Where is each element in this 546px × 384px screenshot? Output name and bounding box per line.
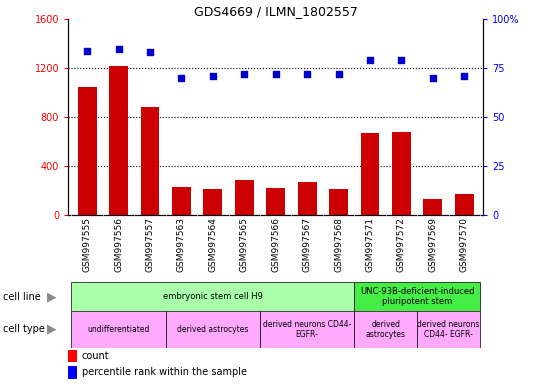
Text: GSM997569: GSM997569 (429, 217, 437, 272)
Bar (266, 187, 285, 215)
Bar (354, 282, 480, 311)
Bar (260, 311, 354, 348)
Bar (455, 194, 474, 215)
Bar (354, 311, 417, 348)
Bar (235, 180, 254, 215)
Text: derived astrocytes: derived astrocytes (177, 325, 248, 334)
Bar (298, 182, 317, 215)
Bar (424, 199, 442, 215)
Text: GSM997572: GSM997572 (397, 217, 406, 272)
Bar (417, 311, 480, 348)
Text: GSM997568: GSM997568 (334, 217, 343, 272)
Text: UNC-93B-deficient-induced
pluripotent stem: UNC-93B-deficient-induced pluripotent st… (360, 287, 474, 306)
Text: cell type: cell type (3, 324, 45, 334)
Bar (78, 86, 97, 215)
Point (397, 57, 406, 63)
Point (114, 46, 123, 52)
Bar (140, 108, 159, 215)
Point (146, 50, 155, 56)
Point (240, 71, 248, 77)
Text: GSM997566: GSM997566 (271, 217, 280, 272)
Text: ▶: ▶ (46, 323, 56, 336)
Bar (109, 66, 128, 215)
Bar (360, 133, 379, 215)
Text: derived neurons CD44-
EGFR-: derived neurons CD44- EGFR- (263, 319, 352, 339)
Bar (68, 350, 78, 362)
Point (177, 75, 186, 81)
Text: GSM997565: GSM997565 (240, 217, 249, 272)
Text: GSM997564: GSM997564 (209, 217, 217, 272)
Text: GSM997556: GSM997556 (114, 217, 123, 272)
Text: GSM997570: GSM997570 (460, 217, 469, 272)
Bar (165, 311, 260, 348)
Text: count: count (81, 351, 109, 361)
Point (429, 75, 437, 81)
Bar (329, 189, 348, 215)
Text: GSM997557: GSM997557 (145, 217, 155, 272)
Text: undifferentiated: undifferentiated (87, 325, 150, 334)
Point (83, 48, 92, 54)
Title: GDS4669 / ILMN_1802557: GDS4669 / ILMN_1802557 (194, 5, 358, 18)
Bar (204, 189, 222, 215)
Bar (72, 311, 165, 348)
Text: embryonic stem cell H9: embryonic stem cell H9 (163, 292, 263, 301)
Text: derived
astrocytes: derived astrocytes (366, 319, 406, 339)
Point (271, 71, 280, 77)
Point (366, 57, 375, 63)
Bar (392, 132, 411, 215)
Text: GSM997571: GSM997571 (365, 217, 375, 272)
Bar (72, 282, 354, 311)
Point (334, 71, 343, 77)
Text: derived neurons
CD44- EGFR-: derived neurons CD44- EGFR- (418, 319, 480, 339)
Point (460, 73, 468, 79)
Text: cell line: cell line (3, 291, 40, 302)
Text: ▶: ▶ (46, 290, 56, 303)
Text: GSM997555: GSM997555 (82, 217, 92, 272)
Bar (172, 187, 191, 215)
Text: GSM997567: GSM997567 (302, 217, 312, 272)
Point (303, 71, 312, 77)
Point (209, 73, 217, 79)
Bar (68, 366, 78, 379)
Text: GSM997563: GSM997563 (177, 217, 186, 272)
Text: percentile rank within the sample: percentile rank within the sample (81, 367, 247, 377)
